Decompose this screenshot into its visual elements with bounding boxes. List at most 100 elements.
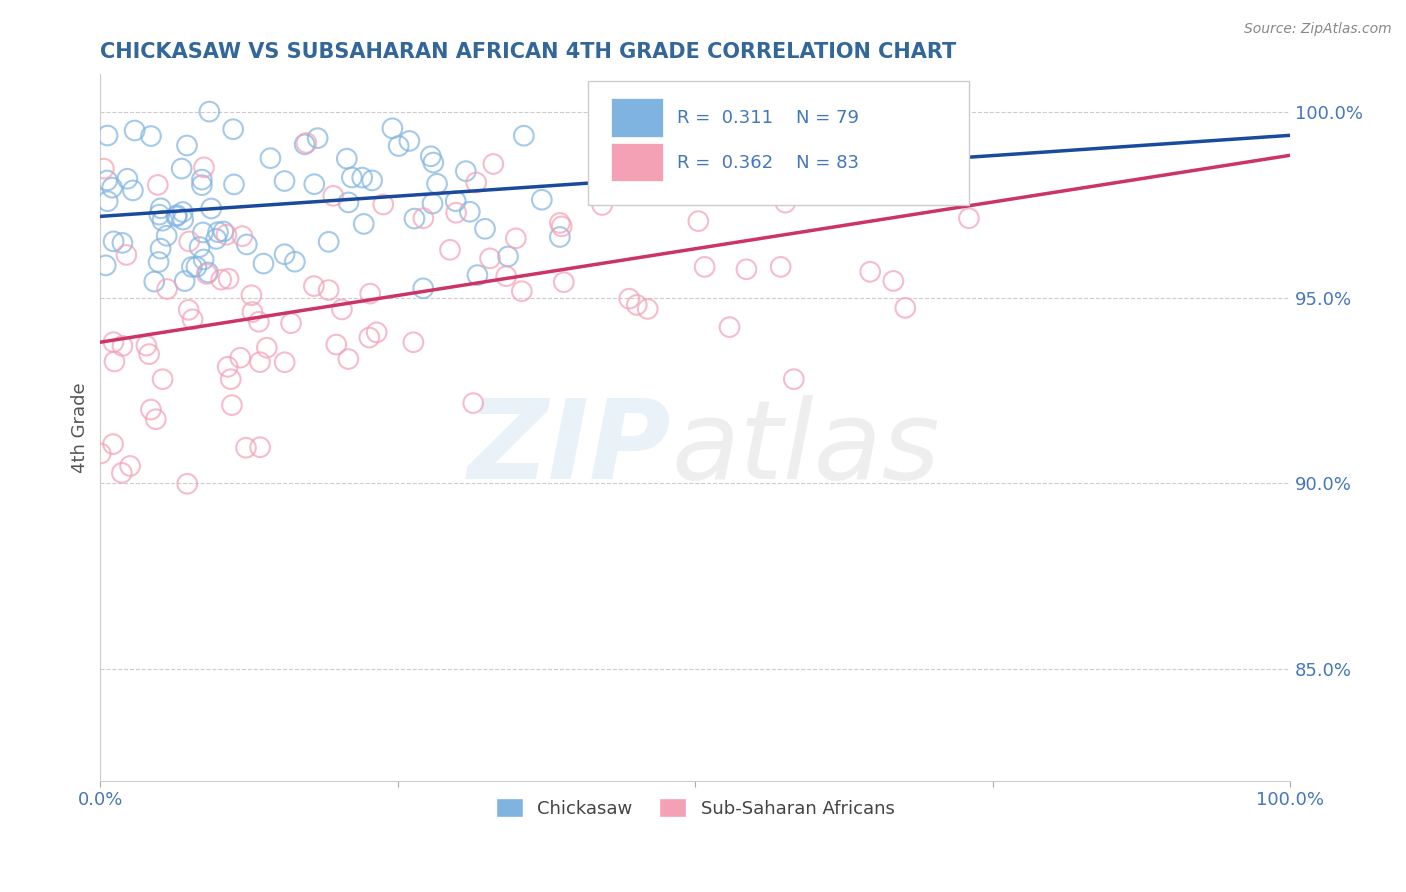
Point: [273, 174, 295, 188]
Point: [117, 171, 139, 186]
Point: [143, 275, 166, 289]
Point: [735, 161, 758, 176]
Point: [177, 302, 200, 317]
Point: [318, 235, 340, 249]
Point: [172, 205, 194, 219]
Point: [458, 204, 481, 219]
Point: [236, 237, 259, 252]
Point: [111, 235, 134, 250]
Point: [505, 231, 527, 245]
Point: [124, 123, 146, 137]
Point: [256, 341, 278, 355]
FancyBboxPatch shape: [588, 81, 969, 205]
Point: [626, 298, 648, 312]
Point: [693, 260, 716, 274]
Point: [530, 193, 553, 207]
Point: [280, 316, 302, 330]
Point: [193, 252, 215, 267]
Point: [103, 335, 125, 350]
Point: [103, 354, 125, 368]
Point: [212, 224, 235, 238]
Point: [294, 137, 316, 152]
Point: [229, 351, 252, 365]
Point: [191, 178, 214, 193]
Point: [205, 232, 228, 246]
Point: [195, 267, 218, 281]
Point: [772, 130, 794, 145]
Point: [510, 284, 533, 298]
Point: [619, 292, 641, 306]
Point: [859, 265, 882, 279]
Point: [217, 359, 239, 374]
Point: [337, 195, 360, 210]
Point: [97, 194, 120, 209]
Point: [388, 139, 411, 153]
Point: [191, 172, 214, 186]
Point: [352, 170, 374, 185]
Point: [513, 128, 536, 143]
Point: [648, 185, 671, 199]
Point: [412, 211, 434, 226]
Point: [273, 247, 295, 261]
Point: [284, 254, 307, 268]
Point: [479, 252, 502, 266]
Point: [179, 235, 201, 249]
Point: [637, 301, 659, 316]
Point: [96, 128, 118, 143]
Point: [135, 338, 157, 352]
Point: [149, 202, 172, 216]
Point: [152, 372, 174, 386]
Point: [222, 122, 245, 136]
Point: [145, 412, 167, 426]
Point: [207, 225, 229, 239]
Point: [242, 305, 264, 319]
Point: [259, 151, 281, 165]
Point: [325, 337, 347, 351]
Point: [495, 269, 517, 284]
Point: [215, 227, 238, 242]
Point: [419, 149, 441, 163]
Point: [683, 154, 706, 169]
Point: [146, 178, 169, 192]
Point: [359, 330, 381, 344]
Point: [94, 259, 117, 273]
Point: [496, 249, 519, 263]
Point: [454, 164, 477, 178]
Point: [90, 446, 112, 460]
FancyBboxPatch shape: [610, 143, 664, 181]
Point: [783, 372, 806, 386]
Point: [373, 197, 395, 211]
Point: [465, 176, 488, 190]
Point: [482, 157, 505, 171]
Point: [381, 121, 404, 136]
Point: [402, 335, 425, 350]
Point: [231, 229, 253, 244]
Text: atlas: atlas: [672, 395, 941, 502]
Point: [139, 402, 162, 417]
Point: [176, 138, 198, 153]
Point: [103, 235, 125, 249]
Point: [115, 248, 138, 262]
Point: [775, 195, 797, 210]
Point: [172, 212, 194, 227]
Point: [219, 372, 242, 386]
Text: Source: ZipAtlas.com: Source: ZipAtlas.com: [1244, 22, 1392, 37]
Legend: Chickasaw, Sub-Saharan Africans: Chickasaw, Sub-Saharan Africans: [488, 791, 903, 825]
Point: [688, 214, 710, 228]
Point: [93, 161, 115, 176]
Point: [591, 198, 613, 212]
Point: [553, 275, 575, 289]
Point: [138, 347, 160, 361]
Point: [222, 178, 245, 192]
Text: CHICKASAW VS SUBSAHARAN AFRICAN 4TH GRADE CORRELATION CHART: CHICKASAW VS SUBSAHARAN AFRICAN 4TH GRAD…: [100, 42, 956, 62]
Point: [165, 210, 187, 224]
Point: [361, 173, 384, 187]
Point: [398, 134, 420, 148]
Point: [548, 230, 571, 244]
Point: [304, 177, 326, 191]
Point: [235, 441, 257, 455]
Point: [209, 272, 232, 286]
Text: R =  0.362    N = 83: R = 0.362 N = 83: [678, 153, 859, 172]
Point: [337, 352, 360, 367]
Point: [200, 202, 222, 216]
